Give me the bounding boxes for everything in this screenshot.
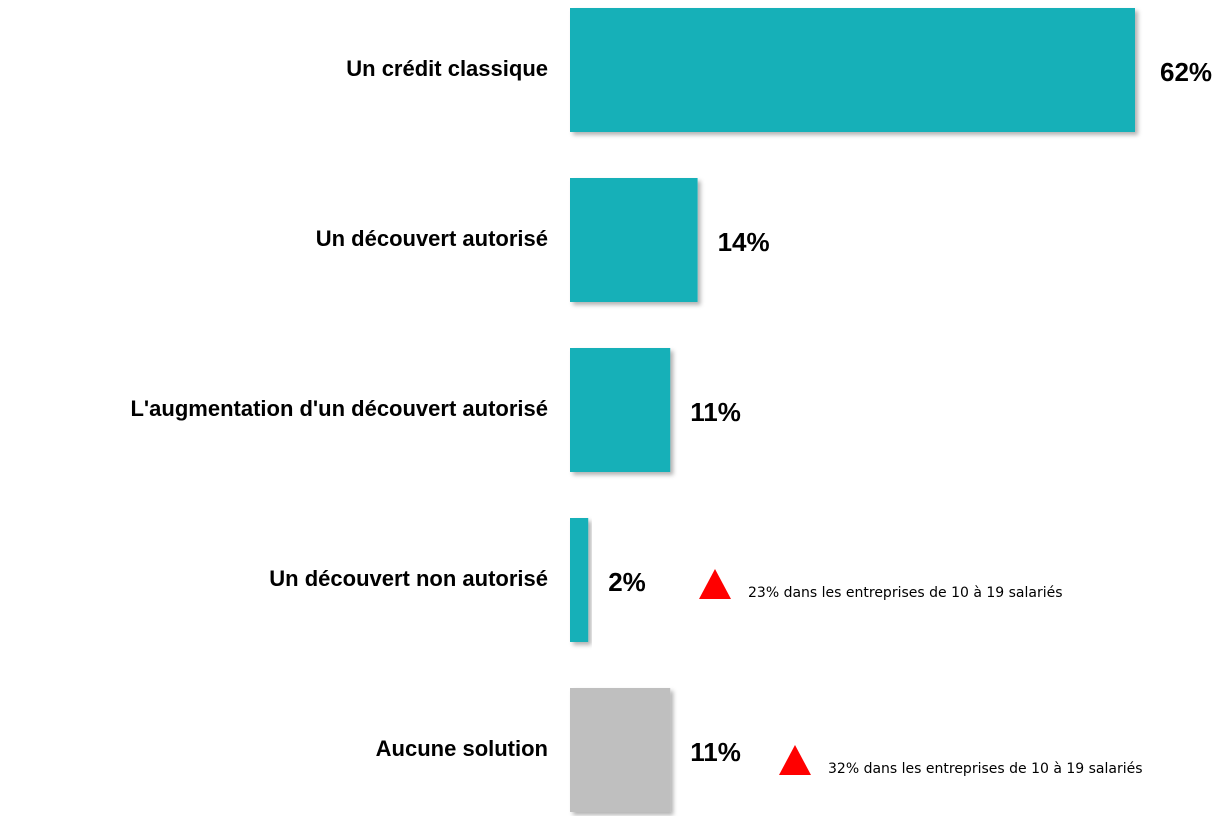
category-label: Un découvert autorisé [316, 226, 548, 251]
value-label: 11% [690, 737, 741, 767]
annotation: 32% dans les entreprises de 10 à 19 sala… [828, 761, 1143, 777]
value-label: 11% [690, 397, 741, 427]
category-label: L'augmentation d'un découvert autorisé [130, 396, 548, 421]
value-label: 14% [718, 227, 770, 257]
warning-triangle [779, 745, 811, 775]
bar [570, 178, 698, 302]
bar [570, 8, 1135, 132]
annotation: 23% dans les entreprises de 10 à 19 sala… [748, 585, 1063, 601]
value-label: 62% [1160, 57, 1212, 87]
bar [570, 688, 671, 812]
value-label: 2% [608, 567, 646, 597]
category-label: Un découvert non autorisé [269, 566, 548, 591]
category-label: Un crédit classique [346, 56, 548, 81]
category-label: Aucune solution [376, 736, 548, 761]
bar [570, 348, 671, 472]
bar [570, 518, 589, 642]
warning-triangle [699, 569, 731, 599]
